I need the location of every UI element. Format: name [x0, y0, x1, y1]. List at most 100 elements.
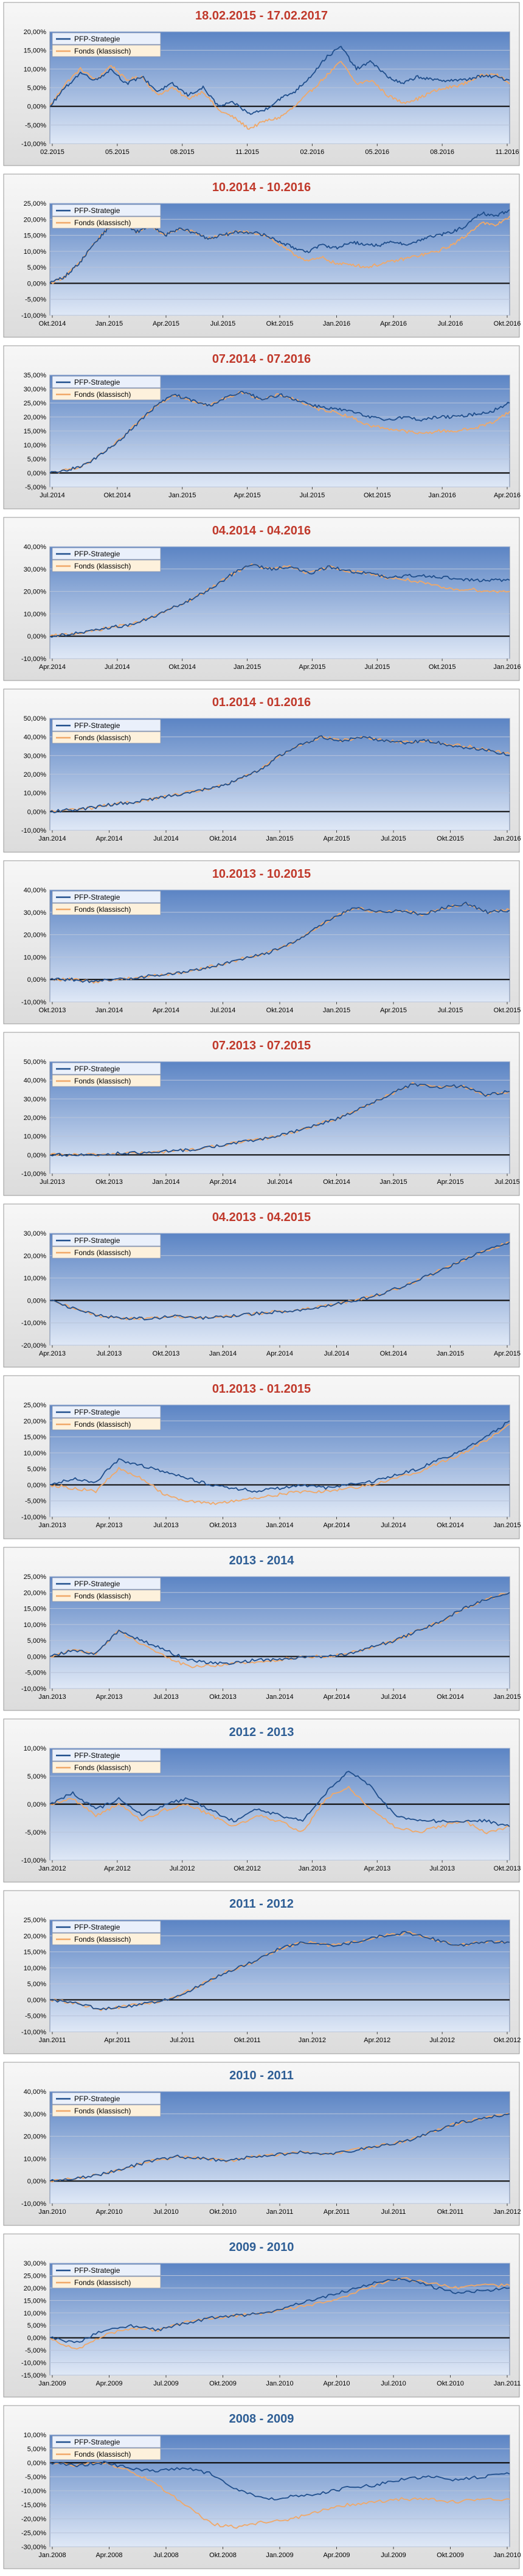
y-tick-label: 10,00%	[24, 611, 47, 618]
chart-svg: 18.02.2015 - 17.02.2017 20,00% 15,00% 10,00…	[3, 2, 520, 166]
y-tick-label: 10,00%	[24, 442, 47, 449]
x-tick-label: Jul.2010	[153, 2208, 179, 2216]
x-tick-label: Apr.2015	[234, 492, 261, 499]
legend-label: PFP-Strategie	[74, 1408, 120, 1416]
legend-label: PFP-Strategie	[74, 2095, 120, 2103]
y-tick-label: 0,00%	[27, 103, 46, 111]
x-tick-label: Okt.2011	[437, 2208, 464, 2216]
y-tick-label: -10,00%	[21, 999, 46, 1006]
series-line-fonds	[49, 61, 510, 130]
legend: PFP-Strategie Fonds (klassisch)	[52, 376, 161, 401]
x-tick-label: Jul.2015	[364, 663, 390, 671]
chart-panel: 04.2013 - 04.2015 30,00% 20,00% 10,00% 0,00%…	[0, 1202, 523, 1372]
y-tick-label: 40,00%	[24, 2088, 47, 2096]
x-tick-label: Jul.2013	[40, 1178, 65, 1186]
x-tick-label: Okt.2012	[494, 2037, 521, 2044]
y-tick-label: 15,00%	[24, 2297, 47, 2305]
y-tick-label: 10,00%	[24, 1622, 47, 1629]
legend-entry-box	[52, 2104, 161, 2117]
y-tick-label: -10,00%	[21, 141, 46, 148]
x-tick-label: Jul.2013	[429, 1865, 455, 1872]
y-tick-label: 20,00%	[24, 1589, 47, 1597]
x-tick-label: Apr.2014	[323, 1522, 350, 1529]
legend-entry-box	[52, 376, 161, 388]
x-tick-label: 11.2015	[235, 149, 259, 156]
chart-title: 01.2014 - 01.2016	[212, 696, 311, 709]
legend-label: Fonds (klassisch)	[74, 219, 131, 227]
y-tick-label: 5,00%	[27, 85, 46, 92]
legend-label: Fonds (klassisch)	[74, 562, 131, 570]
chart-svg: 2013 - 2014 25,00% 20,00% 15,00% 10,00% 5,00%…	[3, 1547, 521, 1711]
x-tick-label: Okt.2013	[209, 1693, 237, 1701]
x-tick-label: Jan.2015	[168, 492, 196, 499]
y-tick-label: -10,00%	[21, 2488, 46, 2495]
x-tick-label: Jul.2012	[429, 2037, 455, 2044]
chart-svg: 2008 - 2009 10,00% 5,00% 0,00% -5,00% -10,00%…	[3, 2405, 521, 2569]
y-tick-label: 0,00%	[27, 808, 46, 816]
x-tick-label: Apr.2011	[104, 2037, 130, 2044]
y-tick-label: 15,00%	[24, 1606, 47, 1613]
chart-svg: 10.2013 - 10.2015 40,00% 30,00% 20,00% 10,00…	[3, 860, 521, 1024]
y-tick-label: 25,00%	[24, 1917, 47, 1924]
y-tick-label: -10,00%	[21, 1857, 46, 1864]
x-tick-label: Okt.2014	[437, 1522, 464, 1529]
legend-label: Fonds (klassisch)	[74, 1420, 131, 1429]
chart-panel: 2008 - 2009 10,00% 5,00% 0,00% -5,00% -10,00%…	[0, 2403, 523, 2574]
y-tick-label: -5,00%	[25, 1829, 46, 1836]
y-tick-label: 10,00%	[24, 248, 47, 256]
y-tick-label: 0,00%	[27, 2460, 46, 2467]
chart-title: 2012 - 2013	[229, 1726, 294, 1739]
y-tick-label: -25,00%	[21, 2530, 46, 2537]
chart-svg: 04.2013 - 04.2015 30,00% 20,00% 10,00% 0,00%…	[3, 1203, 521, 1368]
y-tick-label: 0,00%	[27, 1297, 46, 1304]
chart-title: 07.2013 - 07.2015	[212, 1039, 311, 1052]
legend-entry-box	[52, 1577, 161, 1590]
series-line-strategie	[49, 1241, 510, 1321]
x-tick-label: 08.2015	[170, 149, 195, 156]
chart-svg: 2012 - 2013 10,00% 5,00% 0,00% -5,00% -10,00%…	[3, 1718, 521, 1883]
legend-entry-box	[52, 719, 161, 732]
y-tick-label: 10,00%	[24, 2155, 47, 2163]
chart-svg: 01.2013 - 01.2015 25,00% 20,00% 15,00% 10,00…	[3, 1375, 521, 1539]
y-tick-label: 15,00%	[24, 233, 47, 240]
y-tick-label: -5,00%	[25, 484, 46, 491]
series-line-strategie	[49, 391, 510, 474]
legend-entry-box	[52, 388, 161, 401]
x-tick-label: Jul.2014	[381, 1693, 406, 1701]
x-tick-label: Okt.2013	[209, 1522, 237, 1529]
x-tick-label: Jul.2014	[324, 1350, 350, 1357]
legend-label: PFP-Strategie	[74, 550, 120, 558]
x-tick-label: Jan.2015	[266, 835, 293, 842]
y-tick-label: 0,00%	[27, 470, 46, 477]
y-tick-label: 0,00%	[27, 2335, 46, 2342]
legend: PFP-Strategie Fonds (klassisch)	[52, 204, 161, 229]
series-line-strategie	[49, 1771, 510, 1827]
chart-panel: 10.2013 - 10.2015 40,00% 30,00% 20,00% 10,00…	[0, 858, 523, 1029]
legend-label: PFP-Strategie	[74, 1751, 120, 1760]
y-tick-label: -10,00%	[21, 2360, 46, 2367]
x-tick-label: Okt.2009	[209, 2380, 237, 2387]
chart-title: 2008 - 2009	[229, 2412, 294, 2426]
x-tick-label: Okt.2014	[209, 835, 237, 842]
chart-title: 04.2014 - 04.2016	[212, 524, 311, 537]
legend-label: Fonds (klassisch)	[74, 47, 131, 55]
x-tick-label: Jan.2010	[38, 2208, 66, 2216]
y-tick-label: 50,00%	[24, 715, 47, 723]
y-tick-label: 0,00%	[27, 1482, 46, 1489]
legend-label: Fonds (klassisch)	[74, 390, 131, 399]
y-tick-label: -5,00%	[25, 2347, 46, 2354]
x-tick-label: Okt.2014	[323, 1178, 350, 1186]
chart-title: 10.2013 - 10.2015	[212, 867, 311, 881]
x-tick-label: Jul.2016	[438, 320, 463, 327]
y-tick-label: 10,00%	[24, 1275, 47, 1283]
x-tick-label: Okt.2008	[209, 2552, 237, 2559]
y-tick-label: 5,00%	[27, 1466, 46, 1473]
chart-title: 04.2013 - 04.2015	[212, 1211, 311, 1224]
legend: PFP-Strategie Fonds (klassisch)	[52, 2092, 161, 2117]
legend-entry-box	[52, 903, 161, 915]
legend-entry-box	[52, 1589, 161, 1602]
x-tick-label: Okt.2013	[95, 1178, 123, 1186]
x-tick-label: Jul.2014	[210, 1007, 236, 1014]
y-tick-label: 20,00%	[24, 932, 47, 939]
y-tick-label: 10,00%	[24, 2310, 47, 2317]
